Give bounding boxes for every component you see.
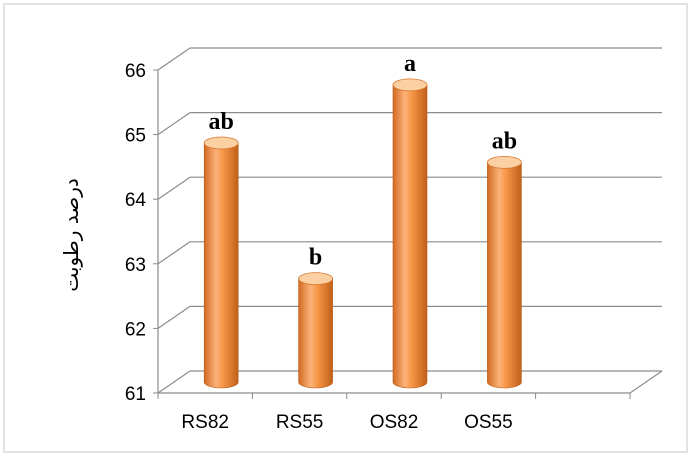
y-tick-label: 65 — [125, 126, 146, 147]
floor-right-edge — [629, 370, 663, 394]
bar-top — [486, 155, 522, 169]
bar — [298, 278, 333, 389]
gridline-side — [157, 47, 191, 71]
y-tick-label: 62 — [125, 319, 146, 340]
bar-group — [203, 136, 239, 389]
bar-top — [298, 272, 334, 286]
gridline-side — [157, 241, 191, 265]
bar — [392, 84, 428, 389]
gridline-side — [157, 305, 191, 329]
data-label: b — [309, 245, 322, 271]
data-label: ab — [492, 128, 517, 154]
data-label: ab — [209, 109, 234, 135]
bar-group — [298, 272, 334, 389]
chart-border — [3, 3, 688, 453]
bar — [487, 162, 522, 389]
gridline-side — [157, 370, 191, 394]
x-tick-label: OS55 — [464, 412, 513, 433]
x-tick-label: RS82 — [181, 412, 229, 433]
bar — [203, 142, 239, 389]
bar-top — [203, 136, 239, 150]
y-tick-label: 64 — [125, 190, 147, 211]
y-axis-label: درصد رطوبت — [59, 178, 83, 292]
data-label: a — [404, 51, 416, 77]
bar-top — [392, 78, 428, 92]
y-tick-label: 63 — [125, 255, 146, 276]
y-tick-label: 61 — [125, 384, 146, 405]
x-tick-label: OS82 — [370, 412, 419, 433]
bar-group — [486, 155, 522, 389]
x-tick-label: RS55 — [276, 412, 324, 433]
y-tick-label: 66 — [125, 61, 146, 82]
gridline-side — [157, 176, 191, 200]
bar-group — [392, 78, 428, 389]
gridline-side — [157, 112, 191, 136]
